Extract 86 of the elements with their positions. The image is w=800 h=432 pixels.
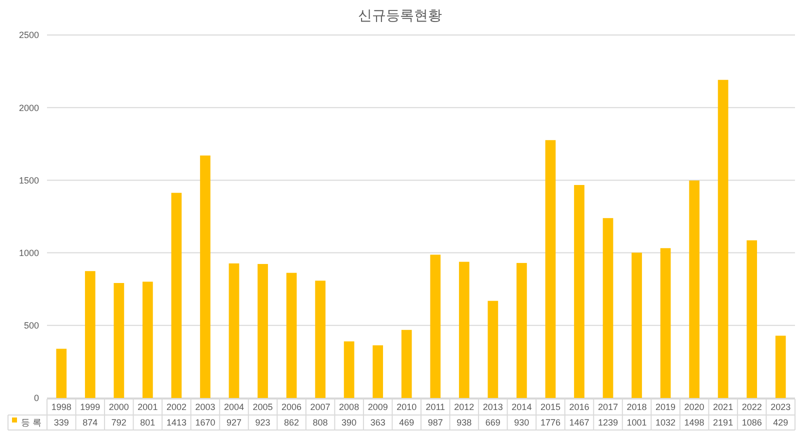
bar — [286, 272, 297, 398]
bar — [574, 184, 584, 398]
bar — [746, 240, 758, 398]
x-tick-label: 2006 — [282, 402, 302, 412]
bar — [488, 300, 498, 398]
bar — [114, 283, 124, 398]
data-label: 1413 — [166, 418, 186, 428]
x-tick-label: 2007 — [310, 402, 330, 412]
x-tick-label: 2003 — [195, 402, 216, 412]
data-label: 987 — [428, 418, 443, 428]
x-tick-label: 2009 — [368, 402, 388, 412]
legend-label: 등 록 — [21, 418, 42, 428]
x-tick-label: 2016 — [569, 402, 590, 412]
x-tick-label: 2002 — [166, 402, 186, 412]
x-tick-label: 2021 — [713, 402, 734, 412]
x-tick-label: 2018 — [626, 402, 647, 412]
y-tick-label: 1000 — [18, 248, 39, 258]
x-tick-label: 2010 — [396, 402, 417, 412]
y-tick-label: 1500 — [18, 175, 39, 186]
data-label: 1498 — [684, 418, 704, 428]
x-tick-label: 2005 — [252, 402, 273, 412]
data-label: 1001 — [626, 418, 647, 428]
bar — [632, 252, 642, 398]
data-label: 792 — [111, 418, 126, 428]
y-tick-label: 2000 — [18, 102, 39, 113]
x-tick-label: 2004 — [224, 402, 244, 412]
data-label: 1776 — [540, 418, 560, 428]
y-tick-label: 0 — [34, 393, 39, 404]
data-label: 930 — [514, 418, 530, 428]
bar — [689, 180, 700, 398]
bar — [516, 262, 527, 398]
bar — [718, 80, 728, 398]
bar — [56, 348, 67, 398]
x-tick-label: 2013 — [482, 402, 503, 412]
data-label: 2191 — [713, 418, 734, 428]
x-tick-label: 2017 — [598, 402, 618, 412]
x-tick-label: 1998 — [51, 402, 72, 412]
data-label: 927 — [226, 418, 242, 428]
data-label: 669 — [485, 418, 500, 428]
data-label: 1467 — [569, 418, 590, 428]
data-label: 808 — [312, 418, 328, 428]
x-tick-label: 2015 — [540, 402, 560, 412]
x-tick-label: 1999 — [80, 402, 100, 412]
y-tick-label: 500 — [24, 320, 39, 331]
bar — [228, 263, 240, 398]
data-label: 862 — [284, 418, 300, 428]
x-tick-label: 2000 — [108, 402, 129, 412]
x-tick-label: 2022 — [742, 402, 762, 412]
data-label: 469 — [399, 418, 414, 428]
data-label: 1239 — [598, 418, 618, 428]
bar — [775, 336, 786, 398]
bar — [200, 156, 210, 398]
bar — [430, 254, 441, 398]
data-label: 429 — [773, 418, 788, 428]
data-label: 363 — [370, 418, 386, 428]
bar — [458, 262, 470, 398]
bar — [315, 280, 326, 398]
bar — [84, 271, 96, 398]
data-label: 923 — [255, 418, 270, 428]
data-label: 1670 — [195, 418, 216, 428]
bar — [660, 248, 671, 398]
data-label: 801 — [140, 418, 156, 428]
data-label: 938 — [456, 418, 472, 428]
bar — [372, 345, 384, 398]
data-label: 390 — [342, 418, 357, 428]
x-tick-label: 2008 — [339, 402, 360, 412]
data-label: 339 — [54, 418, 69, 428]
x-tick-label: 2001 — [138, 402, 158, 412]
bar — [258, 264, 268, 398]
x-tick-label: 2014 — [512, 402, 532, 412]
bar — [142, 282, 153, 398]
bar — [401, 330, 412, 398]
x-tick-label: 2020 — [684, 402, 704, 412]
data-label: 1086 — [742, 418, 762, 428]
y-tick-label: 2500 — [18, 30, 39, 40]
x-tick-label: 2012 — [454, 402, 474, 412]
bar — [171, 192, 182, 398]
bar — [545, 140, 556, 398]
x-tick-label: 2011 — [426, 402, 446, 412]
data-label: 874 — [82, 418, 98, 428]
chart-title: 신규등록현황 — [358, 7, 442, 23]
bar — [344, 341, 354, 398]
data-label: 1032 — [656, 418, 676, 428]
x-tick-label: 2019 — [656, 402, 676, 412]
bar — [602, 218, 614, 398]
x-tick-label: 2023 — [770, 402, 791, 412]
